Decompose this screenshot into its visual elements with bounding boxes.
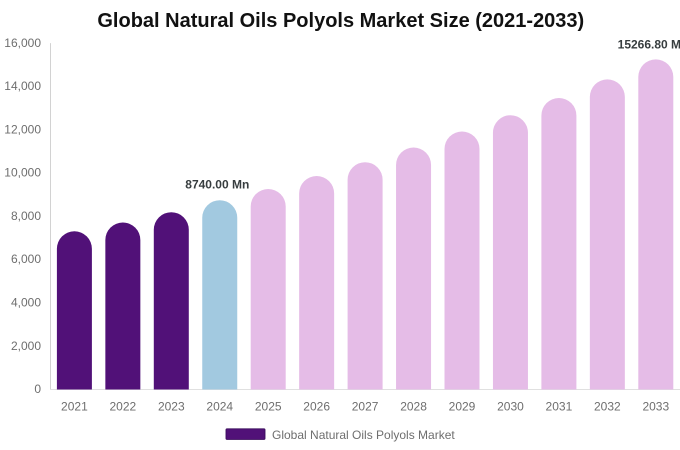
svg-text:2026: 2026: [303, 399, 330, 413]
svg-text:2033: 2033: [642, 399, 669, 413]
svg-text:2030: 2030: [497, 399, 524, 413]
svg-text:6,000: 6,000: [11, 252, 41, 266]
svg-text:8,000: 8,000: [11, 209, 41, 223]
svg-text:2029: 2029: [449, 399, 476, 413]
svg-text:2023: 2023: [158, 399, 185, 413]
svg-text:0: 0: [34, 382, 41, 396]
svg-text:2022: 2022: [109, 399, 136, 413]
svg-text:2,000: 2,000: [11, 339, 41, 353]
svg-text:2021: 2021: [61, 399, 88, 413]
svg-text:12,000: 12,000: [4, 122, 41, 136]
svg-text:8740.00 Mn: 8740.00 Mn: [185, 178, 249, 192]
svg-text:16,000: 16,000: [4, 36, 41, 50]
svg-text:4,000: 4,000: [11, 296, 41, 310]
svg-text:2031: 2031: [546, 399, 573, 413]
svg-text:14,000: 14,000: [4, 79, 41, 93]
svg-text:10,000: 10,000: [4, 166, 41, 180]
svg-text:Global Natural Oils Polyols Ma: Global Natural Oils Polyols Market: [272, 428, 455, 442]
svg-text:2032: 2032: [594, 399, 621, 413]
svg-text:2024: 2024: [206, 399, 233, 413]
svg-text:2025: 2025: [255, 399, 282, 413]
svg-text:Global Natural Oils Polyols Ma: Global Natural Oils Polyols Market Size …: [97, 10, 584, 32]
svg-text:2028: 2028: [400, 399, 427, 413]
svg-text:2027: 2027: [352, 399, 379, 413]
svg-text:15266.80 Mn: 15266.80 Mn: [618, 37, 680, 51]
